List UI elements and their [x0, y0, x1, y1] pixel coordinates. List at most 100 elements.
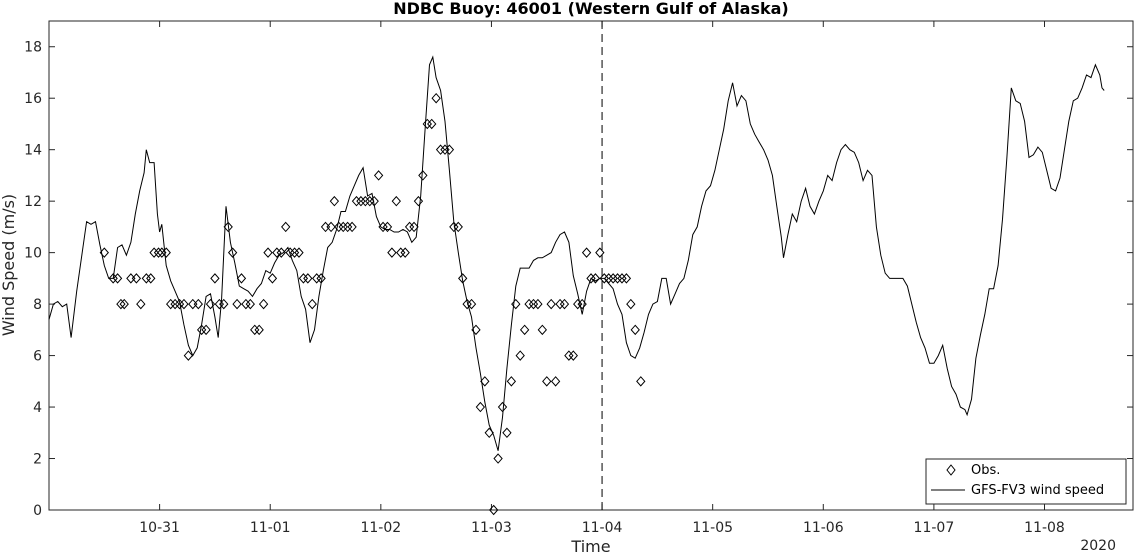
x-axis: 10-31 11-01 11-02 11-03 11-04 11-05 11-06 11-07… — [139, 21, 1065, 536]
legend: Obs. GFS-FV3 wind speed — [925, 458, 1127, 505]
y-tick-label: 18 — [24, 40, 42, 56]
obs-point — [196, 324, 207, 336]
obs-point — [608, 273, 618, 284]
obs-point — [462, 298, 472, 310]
obs-point — [396, 247, 406, 258]
y-tick-label: 14 — [24, 143, 42, 159]
obs-point — [276, 247, 286, 258]
obs-point — [475, 401, 486, 413]
obs-point — [453, 221, 463, 233]
obs-series — [99, 92, 646, 516]
obs-point — [630, 324, 640, 336]
obs-point — [506, 376, 517, 387]
obs-point — [515, 350, 525, 361]
obs-point — [312, 273, 322, 284]
obs-point — [351, 195, 362, 207]
obs-point — [329, 195, 340, 207]
obs-point — [400, 247, 410, 258]
obs-point — [112, 273, 123, 284]
obs-point — [166, 298, 176, 310]
obs-point — [294, 247, 304, 258]
obs-point — [342, 221, 353, 233]
obs-point — [326, 221, 336, 233]
obs-point — [272, 247, 282, 258]
obs-point — [223, 221, 233, 233]
obs-point — [141, 273, 152, 284]
obs-point — [484, 427, 494, 439]
obs-point — [427, 118, 437, 130]
obs-point — [316, 273, 326, 284]
x-tick-label: 11-08 — [1024, 520, 1065, 536]
obs-point — [449, 221, 459, 233]
obs-point — [241, 298, 251, 310]
x-tick-label: 11-01 — [250, 520, 291, 536]
obs-point — [146, 273, 156, 284]
obs-point — [511, 298, 521, 310]
obs-point — [307, 298, 317, 310]
obs-point — [131, 273, 142, 284]
obs-point — [179, 298, 189, 310]
gfs-wind-speed-line — [48, 55, 1105, 451]
obs-point — [285, 247, 295, 258]
obs-point — [391, 195, 401, 207]
obs-point — [360, 195, 371, 207]
obs-point — [564, 350, 574, 361]
obs-point — [356, 195, 366, 207]
obs-point — [236, 273, 247, 284]
obs-point — [170, 298, 180, 310]
obs-point — [373, 170, 384, 181]
obs-point — [201, 324, 211, 336]
obs-point — [116, 298, 126, 310]
obs-point — [210, 273, 220, 284]
obs-point — [232, 298, 242, 310]
y-axis: 0 2 4 6 8 10 12 14 16 18 — [24, 40, 1133, 519]
obs-point — [546, 298, 556, 310]
obs-point — [193, 298, 203, 310]
obs-point — [183, 350, 194, 361]
obs-point — [559, 298, 570, 310]
obs-point — [555, 298, 565, 310]
obs-point — [245, 298, 255, 310]
obs-point — [413, 195, 424, 207]
obs-point — [519, 324, 530, 336]
obs-point — [227, 247, 238, 258]
obs-point — [219, 298, 229, 310]
obs-point — [281, 221, 291, 233]
obs-point — [378, 221, 388, 233]
obs-point — [108, 273, 118, 284]
obs-point — [599, 273, 609, 284]
obs-point — [533, 298, 543, 310]
y-tick-label: 0 — [33, 503, 42, 519]
obs-point — [382, 221, 393, 233]
obs-point — [157, 247, 167, 258]
obs-point — [568, 350, 578, 361]
obs-point — [493, 453, 503, 464]
obs-point — [480, 376, 490, 387]
obs-point — [422, 118, 432, 130]
obs-point — [365, 195, 375, 207]
y-tick-label: 12 — [24, 194, 42, 210]
obs-point — [369, 195, 379, 207]
obs-point — [586, 273, 596, 284]
obs-point — [254, 324, 264, 336]
x-tick-label: 11-07 — [914, 520, 955, 536]
obs-point — [537, 324, 547, 336]
x-tick-label: 11-05 — [692, 520, 733, 536]
obs-point — [205, 298, 216, 310]
obs-point — [528, 298, 539, 310]
obs-point — [431, 92, 441, 104]
x-tick-label: 11-02 — [360, 520, 401, 536]
obs-point — [636, 376, 646, 387]
y-tick-label: 10 — [24, 246, 42, 262]
obs-point — [99, 247, 109, 258]
y-tick-label: 4 — [33, 400, 42, 416]
y-tick-label: 8 — [33, 297, 42, 313]
obs-point — [161, 247, 171, 258]
legend-obs-label: Obs. — [971, 463, 1000, 478]
obs-point — [550, 376, 561, 387]
x-tick-label: 11-04 — [582, 520, 623, 536]
obs-point — [338, 221, 348, 233]
obs-point — [409, 221, 419, 233]
gfs-series — [48, 55, 1105, 451]
obs-point — [149, 247, 159, 258]
